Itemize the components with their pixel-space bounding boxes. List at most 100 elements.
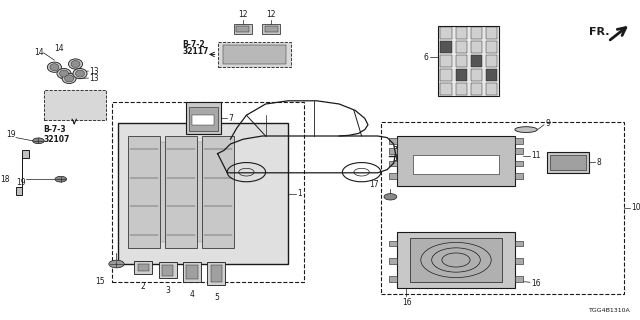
Bar [162,265,173,276]
Text: 7: 7 [228,114,234,123]
Bar [218,42,291,67]
Bar [515,241,523,246]
Circle shape [33,138,44,144]
Bar [550,155,586,170]
Bar [186,265,198,279]
Bar [44,90,106,120]
Text: B-7-3: B-7-3 [44,125,66,134]
Text: 11: 11 [531,151,541,160]
Text: 13: 13 [90,74,99,83]
Ellipse shape [71,60,80,68]
Bar [515,138,523,144]
Text: 32107: 32107 [44,135,70,144]
Text: 17: 17 [369,180,380,189]
Ellipse shape [47,62,61,72]
Bar [223,45,286,64]
Text: 9: 9 [545,119,550,128]
Bar [486,83,497,95]
Bar [397,136,515,186]
Bar [262,24,280,34]
Text: 16: 16 [531,279,541,288]
Bar [186,102,221,134]
Bar [440,83,452,95]
Text: 4: 4 [189,290,195,299]
Bar [118,123,288,264]
Bar [471,55,482,67]
Ellipse shape [50,64,59,71]
Text: 5: 5 [214,293,219,302]
Bar [183,262,201,282]
Bar [397,232,515,288]
Bar [207,262,225,285]
Bar [389,173,397,179]
Text: B-7-2: B-7-2 [182,40,205,49]
Ellipse shape [57,68,71,79]
Ellipse shape [65,75,74,82]
Bar [515,173,523,179]
Bar [389,161,397,166]
Polygon shape [16,150,29,195]
Ellipse shape [62,73,76,84]
Bar [515,276,523,282]
Ellipse shape [68,59,83,69]
Text: 18: 18 [0,175,10,184]
Text: 12: 12 [238,10,247,19]
Bar [265,26,278,32]
Ellipse shape [60,70,68,77]
Bar [438,26,499,96]
Bar [112,102,304,282]
Bar [131,142,230,242]
Circle shape [55,176,67,182]
Text: 1: 1 [298,189,302,198]
Bar [440,41,452,53]
Bar [389,276,397,282]
Bar [410,238,502,282]
Text: 12: 12 [267,10,276,19]
Text: 2: 2 [141,282,146,291]
Bar [381,122,624,294]
Text: 16: 16 [402,298,412,307]
Bar [236,26,249,32]
Bar [456,83,467,95]
Bar [389,258,397,264]
Bar [189,107,218,131]
Bar [456,69,467,81]
Circle shape [109,260,124,268]
Text: FR.: FR. [589,27,609,37]
Bar [234,24,252,34]
Bar [389,138,397,144]
Ellipse shape [73,68,87,79]
Bar [547,152,589,173]
Bar [389,148,397,154]
Bar [456,55,467,67]
Text: 32117: 32117 [182,47,209,56]
Bar [515,258,523,264]
Bar [486,27,497,39]
Bar [202,136,234,248]
Text: 10: 10 [632,204,640,212]
Text: 19: 19 [6,130,16,139]
Bar [471,69,482,81]
Circle shape [384,194,397,200]
Bar [486,55,497,67]
Bar [413,155,499,174]
Bar [440,27,452,39]
Text: 3: 3 [165,286,170,295]
Text: 15: 15 [95,277,106,286]
Bar [440,69,452,81]
Bar [211,265,222,282]
Bar [456,41,467,53]
Bar [486,69,497,81]
Ellipse shape [515,127,538,132]
Text: 13: 13 [90,67,99,76]
Bar [165,136,197,248]
Bar [515,148,523,154]
Bar [456,27,467,39]
Ellipse shape [76,70,84,77]
Bar [440,55,452,67]
Bar [192,115,214,125]
Bar [128,136,160,248]
Text: 6: 6 [424,53,429,62]
Bar [471,27,482,39]
Bar [486,41,497,53]
